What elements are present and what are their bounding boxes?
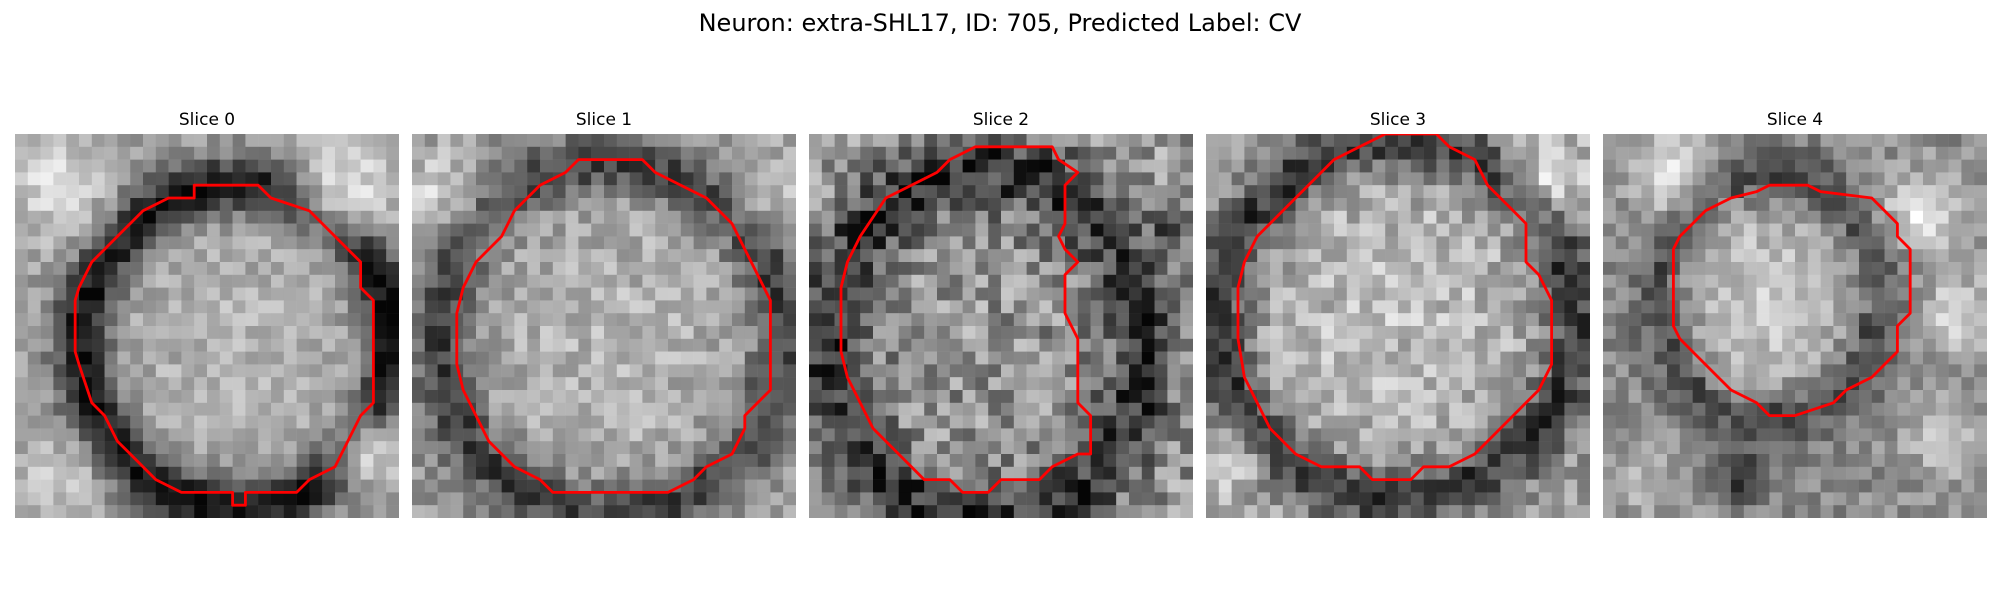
slice-panel-2: Slice 2 [809,108,1193,520]
segmentation-contour [1236,134,1554,482]
slice-image [1206,134,1590,518]
slice-title: Slice 4 [1766,110,1824,130]
slice-image [1603,134,1987,518]
segmentation-contour [839,145,1093,494]
slice-image [15,134,399,518]
segmentation-contour [455,158,772,494]
slice-title: Slice 2 [972,110,1030,130]
slice-panel-4: Slice 4 [1603,108,1987,520]
slice-panel-3: Slice 3 [1206,108,1590,520]
slice-panel-0: Slice 0 [15,108,399,520]
slice-image [412,134,796,518]
slice-image [809,134,1193,518]
slice-title: Slice 0 [178,110,236,130]
slice-panel-1: Slice 1 [412,108,796,520]
slice-title: Slice 3 [1369,110,1427,130]
slice-title: Slice 1 [575,110,633,130]
segmentation-contour [1671,183,1912,418]
segmentation-contour [73,183,375,507]
figure-title: Neuron: extra-SHL17, ID: 705, Predicted … [698,9,1302,37]
